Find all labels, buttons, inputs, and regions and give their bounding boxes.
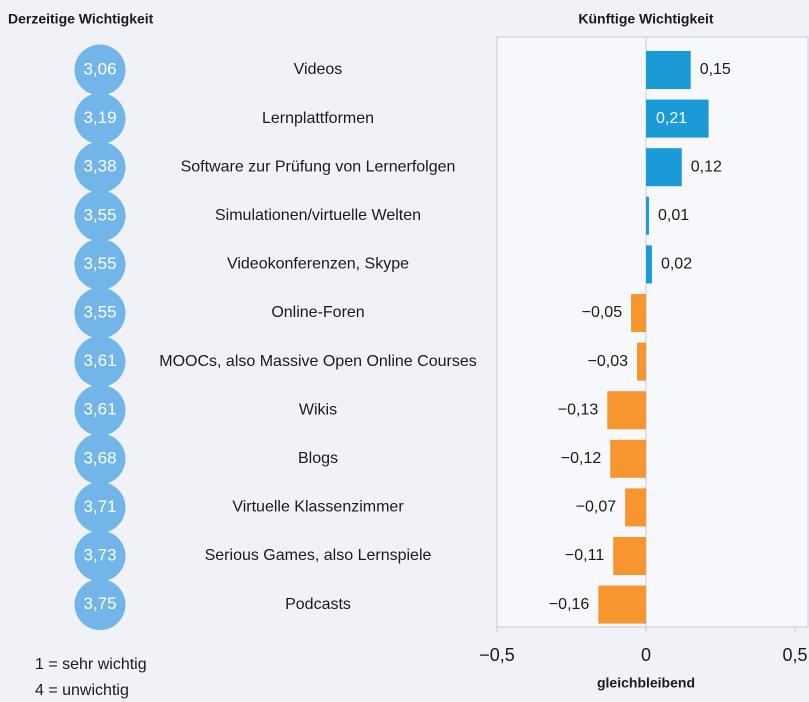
value-label: −0,13 xyxy=(558,401,599,418)
x-axis-label: gleichbleibend xyxy=(597,675,695,691)
category-label: Videokonferenzen, Skype xyxy=(227,256,409,273)
category-label: Online-Foren xyxy=(271,304,364,321)
category-label: MOOCs, also Massive Open Online Courses xyxy=(159,353,476,370)
category-label: Simulationen/virtuelle Welten xyxy=(215,207,421,224)
x-tick-label: −0,5 xyxy=(479,645,515,665)
current-value-label: 3,71 xyxy=(83,497,116,516)
current-circle xyxy=(74,481,126,533)
current-circle xyxy=(74,384,126,436)
chart-title: Künftige Wichtigkeit xyxy=(578,11,714,27)
category-label: Virtuelle Klassenzimmer xyxy=(232,499,404,516)
current-value-label: 3,61 xyxy=(83,351,116,370)
current-title: Derzeitige Wichtigkeit xyxy=(8,11,154,27)
value-label: −0,12 xyxy=(561,450,602,467)
current-value-label: 3,68 xyxy=(83,448,116,467)
current-circle xyxy=(74,44,126,96)
bar xyxy=(646,51,691,89)
current-value-label: 3,61 xyxy=(83,400,116,419)
current-circle xyxy=(74,336,126,388)
value-label: 0,21 xyxy=(656,110,687,127)
category-label: Serious Games, also Lernspiele xyxy=(205,547,432,564)
current-circle xyxy=(74,141,126,193)
bar xyxy=(646,148,682,187)
value-label: −0,07 xyxy=(576,499,617,516)
current-circle xyxy=(74,238,126,290)
current-circle xyxy=(74,190,126,242)
bar xyxy=(610,439,646,478)
value-label: 0,02 xyxy=(661,256,692,273)
current-circle xyxy=(74,433,126,485)
current-value-label: 3,75 xyxy=(83,594,116,613)
current-value-label: 3,55 xyxy=(83,205,116,224)
value-label: 0,15 xyxy=(700,61,731,78)
current-value-label: 3,06 xyxy=(83,59,116,78)
category-label: Wikis xyxy=(299,401,337,418)
category-label: Blogs xyxy=(298,450,338,467)
bar xyxy=(637,342,646,381)
bar xyxy=(625,488,646,527)
x-tick-label: 0,5 xyxy=(782,645,807,665)
bar xyxy=(646,99,709,138)
value-label: −0,11 xyxy=(565,547,604,564)
bar xyxy=(646,245,652,284)
current-circle xyxy=(74,287,126,339)
note: 1 = sehr wichtig xyxy=(35,656,147,673)
current-circle xyxy=(74,93,126,145)
category-label: Podcasts xyxy=(285,596,351,613)
category-label: Software zur Prüfung von Lernerfolgen xyxy=(181,158,456,175)
current-value-label: 3,38 xyxy=(83,157,116,176)
current-value-label: 3,73 xyxy=(83,545,116,564)
category-label: Lernplattformen xyxy=(262,110,374,127)
value-label: −0,03 xyxy=(588,353,629,370)
current-circle xyxy=(74,579,126,631)
current-value-label: 3,19 xyxy=(83,108,116,127)
current-circle xyxy=(74,530,126,582)
bar xyxy=(631,294,646,332)
value-label: 0,01 xyxy=(658,207,689,224)
current-value-label: 3,55 xyxy=(83,302,116,321)
bar xyxy=(598,585,646,624)
current-value-label: 3,55 xyxy=(83,254,116,273)
note: 4 = unwichtig xyxy=(35,682,129,699)
bar xyxy=(613,537,646,575)
category-label: Videos xyxy=(294,61,343,78)
value-label: −0,16 xyxy=(549,596,590,613)
x-tick-label: 0 xyxy=(641,645,651,665)
bar xyxy=(607,391,646,430)
value-label: 0,12 xyxy=(691,158,722,175)
bar xyxy=(646,196,649,235)
value-label: −0,05 xyxy=(582,304,623,321)
